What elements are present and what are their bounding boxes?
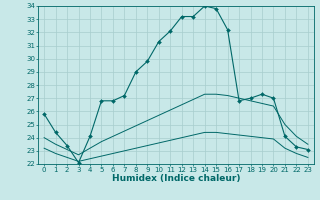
X-axis label: Humidex (Indice chaleur): Humidex (Indice chaleur): [112, 174, 240, 183]
